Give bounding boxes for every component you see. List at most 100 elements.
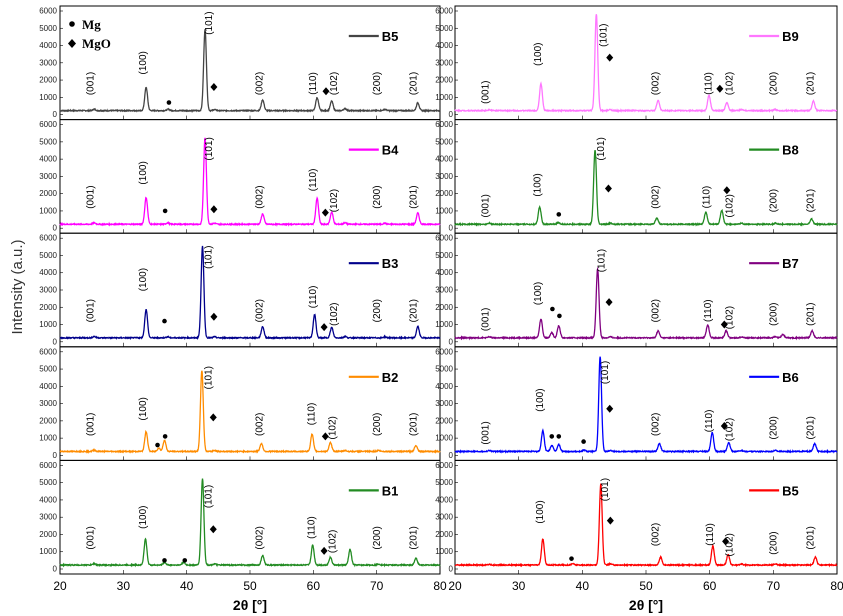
mg-marker (162, 318, 167, 324)
series-name: B5 (782, 483, 799, 498)
y-tick-label: 2000 (39, 76, 57, 85)
panel-frame (59, 232, 441, 348)
y-tick-label: 1000 (39, 93, 57, 102)
hkl-label: (101) (600, 361, 611, 384)
pattern-line-b8 (454, 149, 838, 227)
y-tick-label: 4000 (435, 382, 453, 391)
mgo-legend-diamond-icon (68, 39, 76, 48)
y-tick-label: 0 (53, 565, 58, 574)
y-tick-label: 4000 (435, 155, 453, 164)
mgo-marker (606, 53, 614, 62)
pattern-line-b5 (59, 29, 441, 114)
y-tick-label: 1000 (435, 547, 453, 556)
y-tick-label: 4000 (39, 382, 57, 391)
panel-b3-left: 0 1000 2000 3000 4000 5000 6000 (001) (100) (101)… (39, 232, 441, 348)
hkl-label: (101) (203, 246, 214, 269)
hkl-label: (002) (255, 299, 266, 322)
y-tick-label: 0 (449, 451, 454, 460)
y-tick-label: 4000 (39, 41, 57, 50)
series-name: B9 (782, 29, 799, 44)
x-axis-label-right: 2θ [°] (629, 597, 663, 613)
x-tick-label: 40 (576, 579, 590, 593)
x-tick-label: 80 (830, 579, 843, 593)
mg-marker (581, 439, 586, 444)
panel-b4-left: 0 1000 2000 3000 4000 5000 6000 (001) (100) (101)… (39, 119, 441, 234)
hkl-label: (101) (596, 137, 607, 160)
panel-frame (454, 232, 838, 348)
mg-legend-label: Mg (82, 17, 101, 32)
hkl-label: (201) (409, 185, 420, 208)
y-tick-label: 5000 (39, 365, 57, 374)
panel-b7-right: 0 1000 2000 3000 4000 5000 6000 (001) (100) (101)… (435, 232, 838, 348)
mg-marker (182, 558, 188, 563)
x-tick-label: 20 (448, 579, 462, 593)
series-name: B1 (382, 483, 399, 498)
y-tick-label: 5000 (435, 251, 453, 260)
mgo-marker (210, 312, 218, 321)
mgo-marker (606, 404, 614, 413)
hkl-label: (001) (86, 413, 97, 436)
y-tick-label: 3000 (39, 513, 57, 522)
mg-marker (557, 313, 562, 319)
mg-marker (162, 434, 168, 439)
mg-marker (155, 442, 160, 448)
hkl-label: (200) (769, 416, 780, 439)
hkl-label: (201) (805, 526, 816, 549)
y-tick-label: 0 (53, 224, 58, 233)
mgo-marker (606, 516, 614, 525)
y-tick-label: 3000 (435, 513, 453, 522)
y-axis-label: Intensity (a.u.) (9, 239, 26, 334)
hkl-label: (102) (725, 306, 736, 329)
hkl-label: (101) (600, 478, 611, 501)
y-tick-label: 0 (449, 224, 454, 233)
hkl-label: (001) (481, 194, 492, 217)
hkl-label: (102) (328, 416, 339, 439)
hkl-label: (201) (409, 299, 420, 322)
mgo-marker (716, 84, 724, 93)
mg-marker (162, 208, 168, 214)
hkl-label: (110) (308, 169, 319, 192)
y-tick-label: 0 (53, 110, 58, 119)
mgo-marker (322, 87, 330, 96)
hkl-label: (110) (703, 299, 714, 322)
y-tick-label: 2000 (435, 530, 453, 539)
mg-legend-dot-icon (69, 21, 75, 27)
y-tick-label: 5000 (435, 137, 453, 146)
hkl-label: (200) (372, 299, 383, 322)
hkl-label: (001) (481, 421, 492, 444)
pattern-line-b2 (59, 370, 441, 455)
hkl-label: (001) (86, 526, 97, 549)
pattern-line-b6 (454, 356, 838, 454)
pattern-line-b9 (454, 14, 838, 114)
y-tick-label: 0 (449, 565, 454, 574)
panel-frame (454, 5, 838, 121)
x-tick-label: 70 (767, 579, 781, 593)
panel-b1-left: 0 1000 2000 3000 4000 5000 6000 (001) (100) (101)… (39, 459, 447, 593)
hkl-label: (100) (535, 388, 546, 411)
y-tick-label: 2000 (39, 416, 57, 425)
hkl-label: (101) (203, 366, 214, 389)
mgo-marker (321, 208, 329, 217)
hkl-label: (100) (138, 51, 149, 74)
mgo-marker (210, 82, 218, 91)
mgo-marker (605, 298, 613, 307)
y-tick-label: 2000 (39, 303, 57, 312)
y-tick-label: 4000 (39, 268, 57, 277)
panel-frame (454, 459, 838, 575)
series-name: B4 (382, 143, 399, 158)
y-tick-label: 5000 (435, 478, 453, 487)
hkl-label: (200) (372, 72, 383, 95)
y-tick-label: 5000 (39, 24, 57, 33)
y-tick-label: 2000 (435, 189, 453, 198)
mgo-marker (320, 323, 328, 332)
x-tick-label: 60 (307, 579, 321, 593)
mg-marker (569, 556, 574, 561)
hkl-label: (002) (255, 185, 266, 208)
hkl-label: (002) (651, 72, 662, 95)
y-tick-label: 2000 (435, 76, 453, 85)
x-tick-label: 50 (243, 579, 257, 593)
x-tick-label: 50 (639, 579, 653, 593)
mgo-marker (720, 320, 728, 329)
x-tick-label: 30 (512, 579, 526, 593)
